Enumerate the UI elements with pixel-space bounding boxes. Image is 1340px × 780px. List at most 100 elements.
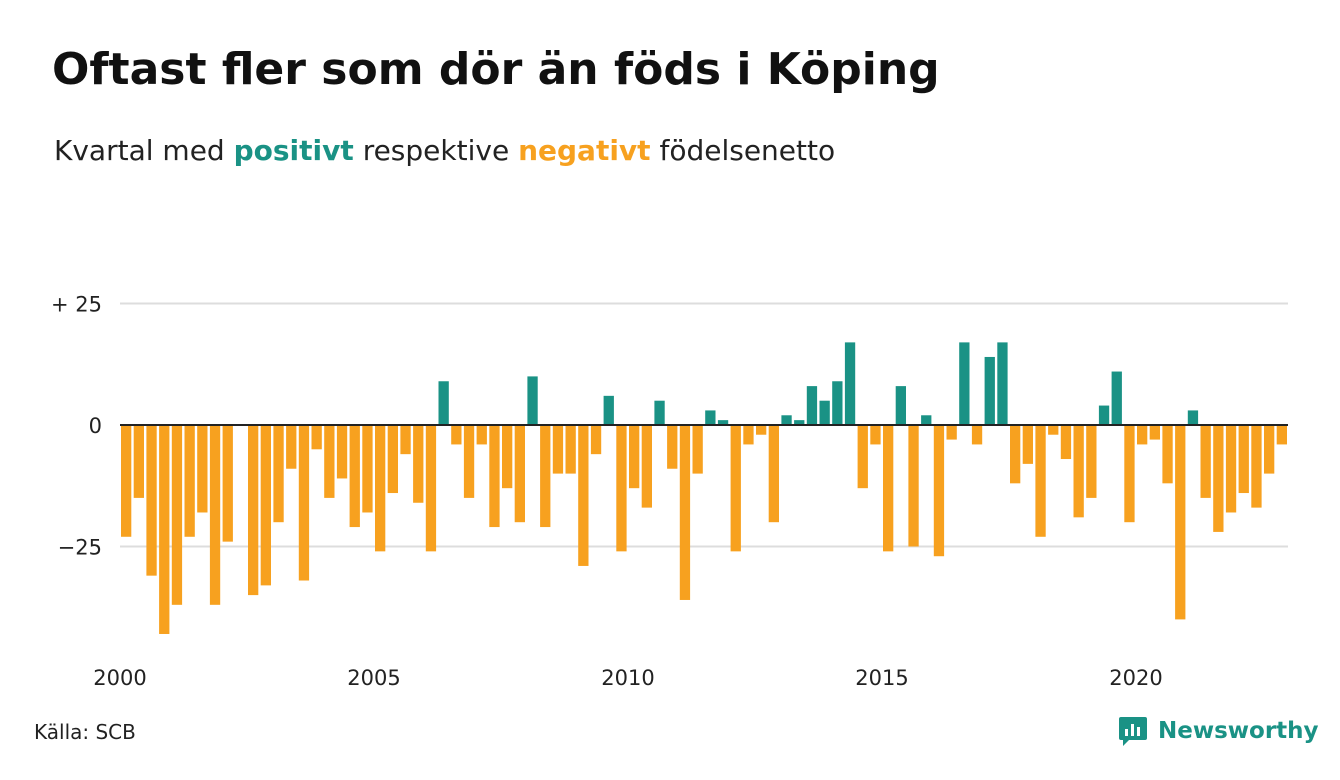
bar-q31 [502,425,513,489]
bar-q11 [248,425,259,596]
bar-q6 [184,425,195,537]
subtitle-text-before: Kvartal med [54,134,225,167]
subtitle-text-after: födelsenetto [659,134,836,167]
bar-q75 [1060,425,1072,460]
bar-q55 [806,386,818,425]
chart-title: Oftast fler som dör än föds i Köping [52,44,940,95]
bar-q70 [997,342,1008,425]
bar-q72 [1022,425,1033,464]
bar-q1 [121,425,132,537]
bar-q60 [870,425,881,445]
bar-q33 [527,376,538,425]
bar-q42 [641,425,652,508]
bar-q58 [844,342,856,425]
bar-q18 [336,425,348,479]
bar-q74 [1048,425,1059,435]
bar-q22 [387,425,398,494]
bar-q38 [590,425,602,455]
bar-q85 [1187,410,1199,425]
bar-q32 [514,425,525,523]
bar-q67 [959,342,970,425]
bar-q5 [171,425,183,605]
bar-q21 [375,425,386,552]
bar-q84 [1175,425,1186,620]
bar-q19 [349,425,360,528]
bar-q48 [717,420,729,425]
bar-q9 [222,425,233,542]
bar-q26 [438,381,449,425]
bar-q59 [857,425,868,489]
bar-q65 [933,425,945,557]
bar-q71 [1010,425,1021,484]
bar-q2 [133,425,144,498]
y-tick-label: 0 [89,414,102,438]
bar-q35 [552,425,564,474]
y-axis-labels: + 25 0 −25 [51,293,102,560]
bar-q23 [400,425,411,455]
bar-q90 [1251,425,1262,508]
bar-q30 [489,425,500,528]
bar-q56 [819,400,830,425]
x-tick-label: 2005 [347,666,400,690]
bar-q64 [921,415,932,425]
bar-q77 [1086,425,1097,498]
bar-q54 [794,420,805,425]
newsworthy-logo-icon [1119,717,1147,746]
subtitle-text-middle: respektive [362,134,510,167]
subtitle-negative-label: negativt [518,134,651,167]
bar-q15 [298,425,310,581]
bar-q80 [1124,425,1135,523]
bar-q25 [425,425,437,552]
bar-q88 [1225,425,1237,513]
bar-q45 [679,425,691,600]
bar-q24 [413,425,424,503]
bar-q83 [1162,425,1173,484]
bar-q14 [286,425,297,469]
bar-q66 [946,425,957,440]
bar-q39 [603,395,614,425]
bar-q40 [616,425,627,552]
bar-q86 [1200,425,1211,498]
bar-q27 [451,425,462,445]
bar-q43 [654,400,665,425]
bar-q36 [565,425,576,474]
bar-q13 [273,425,284,523]
bar-q7 [197,425,208,513]
chart-subtitle: Kvartal med positivt respektive negativt… [54,134,835,167]
bar-q16 [311,425,322,450]
brand-logo: Newsworthy [1118,714,1319,748]
y-tick-label: + 25 [51,293,102,317]
bar-q28 [463,425,475,498]
bar-q79 [1111,371,1122,425]
bar-q81 [1137,425,1148,445]
bar-q46 [692,425,703,474]
bar-q89 [1238,425,1249,494]
bar-q92 [1276,425,1287,445]
bar-q69 [984,356,995,425]
bar-q47 [705,410,716,425]
bar-q8 [209,425,221,605]
bar-q49 [730,425,741,552]
bar-q34 [540,425,551,528]
bar-q87 [1213,425,1224,532]
bar-q12 [260,425,271,586]
x-tick-label: 2010 [601,666,654,690]
y-tick-label: −25 [58,536,102,560]
bar-q3 [146,425,157,576]
bar-q82 [1149,425,1160,440]
brand-name: Newsworthy [1158,718,1319,744]
bar-q20 [362,425,373,513]
bar-q44 [667,425,678,469]
bar-q37 [578,425,589,566]
bar-q91 [1264,425,1275,474]
bar-q53 [781,415,792,425]
bar-q41 [629,425,640,489]
bar-q68 [971,425,983,445]
bar-q63 [908,425,919,547]
bar-q78 [1098,405,1110,425]
bar-q29 [476,425,487,445]
bar-q51 [756,425,767,435]
x-tick-label: 2020 [1109,666,1162,690]
chart-gridlines [120,302,1288,548]
